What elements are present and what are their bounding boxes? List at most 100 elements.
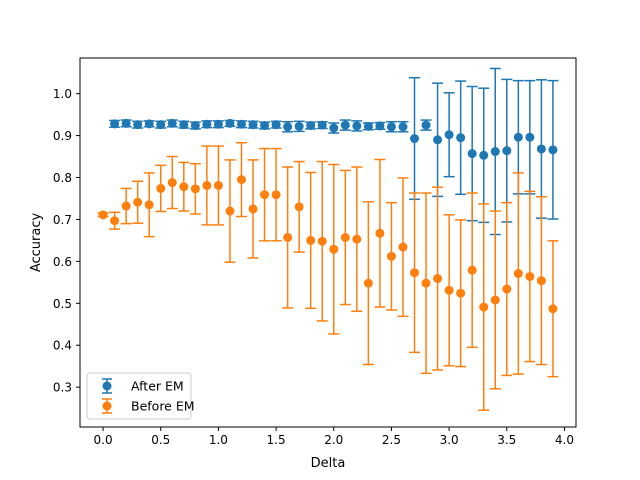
y-axis-ticks: 0.3 0.4 0.5 0.6 0.7 0.8 0.9 1.0 <box>53 87 80 395</box>
y-tick-label: 0.6 <box>53 255 72 269</box>
data-point <box>190 121 200 131</box>
data-point <box>363 278 373 288</box>
data-point <box>213 119 223 129</box>
y-tick-label: 0.5 <box>53 297 72 311</box>
data-point <box>306 235 316 245</box>
data-point <box>121 201 131 211</box>
data-point <box>340 120 350 130</box>
data-point <box>421 120 431 130</box>
x-tick-label: 0.5 <box>151 433 170 447</box>
data-point <box>110 119 120 129</box>
data-point <box>479 150 489 160</box>
series-before-em <box>97 141 559 411</box>
data-point <box>513 132 523 142</box>
data-point <box>375 121 385 131</box>
data-point <box>133 120 143 130</box>
data-point <box>306 121 316 131</box>
x-tick-label: 2.0 <box>324 433 343 447</box>
data-point <box>156 120 166 130</box>
x-axis-label: Delta <box>311 456 346 471</box>
data-point <box>213 180 223 190</box>
y-axis-label: Accuracy <box>29 213 44 273</box>
data-point <box>225 118 235 128</box>
x-tick-label: 3.5 <box>497 433 516 447</box>
data-point <box>467 149 477 159</box>
y-tick-label: 1.0 <box>53 87 72 101</box>
x-axis-ticks: 0.0 0.5 1.0 1.5 2.0 2.5 3.0 3.5 4.0 <box>94 427 574 447</box>
data-point <box>329 244 339 254</box>
data-point <box>248 120 258 130</box>
data-point <box>375 228 385 238</box>
data-point <box>525 271 535 281</box>
data-point <box>248 204 258 214</box>
data-point <box>490 295 500 305</box>
data-point <box>502 284 512 294</box>
data-point <box>398 122 408 132</box>
x-tick-label: 1.0 <box>209 433 228 447</box>
data-point <box>260 121 270 131</box>
data-point <box>179 182 189 192</box>
data-point <box>236 119 246 129</box>
data-point <box>317 120 327 130</box>
data-point <box>444 130 454 140</box>
data-point <box>225 206 235 216</box>
data-point <box>352 234 362 244</box>
data-point <box>363 121 373 131</box>
legend-label-after-em: After EM <box>131 379 184 394</box>
data-point <box>294 202 304 212</box>
y-tick-label: 0.4 <box>53 339 72 353</box>
data-point <box>548 304 558 314</box>
data-point <box>433 274 443 284</box>
data-point <box>525 132 535 142</box>
data-point <box>271 120 281 130</box>
x-tick-label: 0.0 <box>94 433 113 447</box>
legend: After EM Before EM <box>86 372 195 420</box>
data-point <box>271 190 281 200</box>
data-point <box>110 216 120 226</box>
data-point <box>513 269 523 279</box>
data-point <box>536 276 546 286</box>
data-point <box>456 133 466 143</box>
data-point <box>502 146 512 156</box>
data-point <box>294 121 304 131</box>
data-point <box>236 175 246 185</box>
data-point <box>433 135 443 145</box>
data-point <box>386 251 396 261</box>
data-point <box>352 121 362 131</box>
x-tick-label: 1.5 <box>267 433 286 447</box>
data-point <box>121 118 131 128</box>
x-tick-label: 3.0 <box>440 433 459 447</box>
y-tick-label: 0.3 <box>53 381 72 395</box>
data-point <box>479 302 489 312</box>
data-point <box>386 122 396 132</box>
data-point <box>340 232 350 242</box>
data-point <box>156 183 166 193</box>
plot-frame <box>79 57 577 428</box>
data-point <box>179 120 189 130</box>
data-point <box>167 178 177 188</box>
y-tick-label: 0.8 <box>53 171 72 185</box>
data-point <box>329 123 339 133</box>
data-point <box>202 180 212 190</box>
data-point <box>398 242 408 252</box>
data-point <box>490 147 500 157</box>
legend-label-before-em: Before EM <box>131 399 195 414</box>
legend-box <box>86 372 192 420</box>
data-point <box>98 210 108 220</box>
x-tick-label: 2.5 <box>382 433 401 447</box>
data-point <box>410 268 420 278</box>
data-point <box>317 236 327 246</box>
data-point <box>467 265 477 275</box>
x-tick-label: 4.0 <box>555 433 574 447</box>
y-tick-label: 0.9 <box>53 129 72 143</box>
legend-marker-after-em <box>102 378 112 394</box>
data-point <box>283 122 293 132</box>
data-point <box>536 144 546 154</box>
data-point <box>167 118 177 128</box>
y-tick-label: 0.7 <box>53 213 72 227</box>
data-point <box>410 134 420 144</box>
data-point <box>260 190 270 200</box>
data-point <box>548 145 558 155</box>
data-point <box>202 119 212 129</box>
